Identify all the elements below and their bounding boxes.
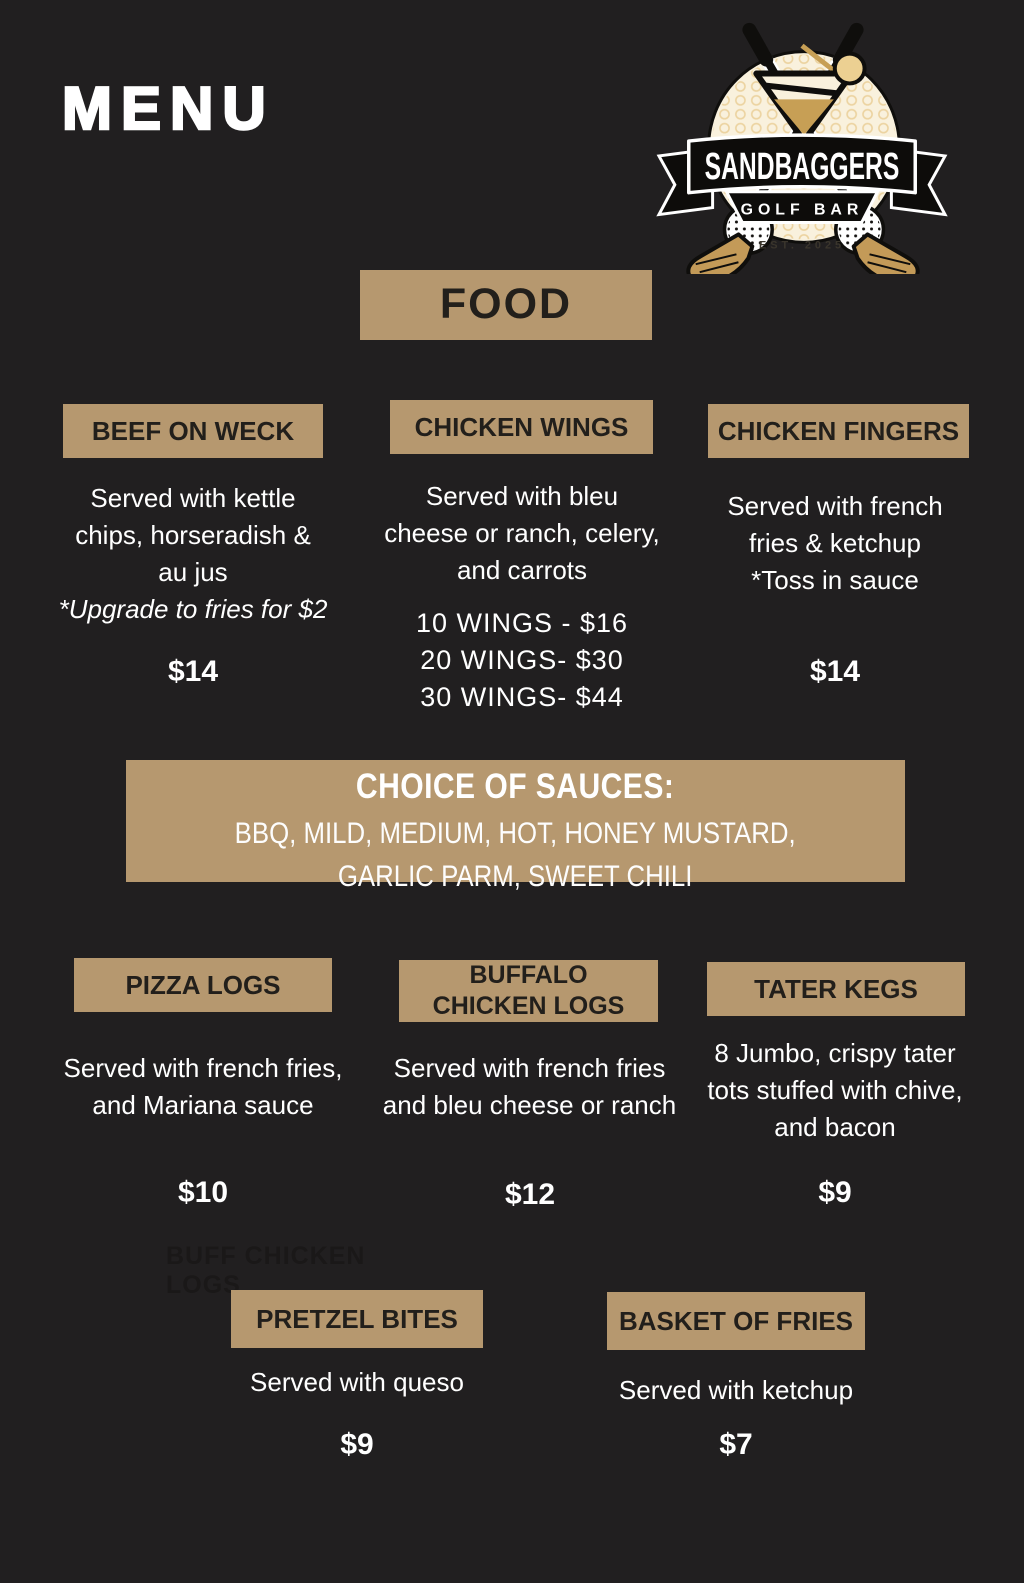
item-desc-pretzel-bites: Served with queso <box>250 1367 464 1397</box>
item-header-pretzel-bites: PRETZEL BITES <box>231 1290 483 1348</box>
section-header-food: FOOD <box>360 270 652 340</box>
logo-established: EST. 2025 <box>759 239 845 251</box>
sauce-list: BBQ, MILD, MEDIUM, HOT, HONEY MUSTARD, G… <box>235 817 796 893</box>
item-header-basket-of-fries: BASKET OF FRIES <box>607 1292 865 1350</box>
item-desc-buffalo-chicken-logs: Served with french fries and bleu cheese… <box>382 1053 677 1120</box>
item-header-chicken-fingers: CHICKEN FINGERS <box>708 404 969 458</box>
banner-ribbon: SANDBAGGERS GOLF BAR <box>656 133 948 224</box>
item-price-beef-on-weck: $14 <box>167 655 219 688</box>
ghost-text-artifact: BUFF CHICKEN LOGS <box>166 1242 366 1299</box>
page-title: MENU <box>61 74 275 144</box>
golf-bar-logo-icon: SANDBAGGERS GOLF BAR EST. 2025 <box>656 22 948 286</box>
item-note-beef-on-weck: *Upgrade to fries for $2 <box>58 594 328 624</box>
item-options-chicken-wings: 10 WINGS - $16 20 WINGS- $30 30 WINGS- $… <box>415 608 629 712</box>
sauce-banner: CHOICE OF SAUCES: BBQ, MILD, MEDIUM, HOT… <box>126 760 905 893</box>
item-desc-basket-of-fries: Served with ketchup <box>618 1375 854 1405</box>
item-header-pizza-logs: PIZZA LOGS <box>74 958 332 1012</box>
item-header-tater-kegs: TATER KEGS <box>707 962 965 1016</box>
item-price-tater-kegs: $9 <box>818 1176 852 1209</box>
item-price-buffalo-chicken-logs: $12 <box>504 1178 556 1211</box>
item-price-basket-of-fries: $7 <box>719 1428 753 1461</box>
sandbaggers-logo: SANDBAGGERS GOLF BAR EST. 2025 <box>653 22 951 286</box>
item-price-chicken-fingers: $14 <box>809 655 861 688</box>
martini-icon <box>753 43 867 163</box>
item-price-pizza-logs: $10 <box>177 1176 229 1209</box>
item-desc-beef-on-weck: Served with kettle chips, horseradish & … <box>38 480 348 628</box>
sauce-banner-title: CHOICE OF SAUCES: <box>356 767 675 806</box>
club-heads-icon <box>686 232 920 286</box>
item-desc-chicken-fingers: Served with french fries & ketchup *Toss… <box>727 491 943 595</box>
item-price-pretzel-bites: $9 <box>340 1428 374 1461</box>
logo-wordmark: SANDBAGGERS <box>705 145 900 187</box>
item-header-chicken-wings: CHICKEN WINGS <box>390 400 653 454</box>
item-header-buffalo-chicken-logs: BUFFALO CHICKEN LOGS <box>399 960 658 1022</box>
logo-subtitle: GOLF BAR <box>741 202 864 219</box>
item-desc-tater-kegs: 8 Jumbo, crispy tater tots stuffed with … <box>707 1038 963 1142</box>
item-desc-chicken-wings: Served with bleu cheese or ranch, celery… <box>384 481 660 585</box>
item-desc-pizza-logs: Served with french fries, and Mariana sa… <box>63 1053 343 1120</box>
item-header-beef-on-weck: BEEF ON WECK <box>63 404 323 458</box>
